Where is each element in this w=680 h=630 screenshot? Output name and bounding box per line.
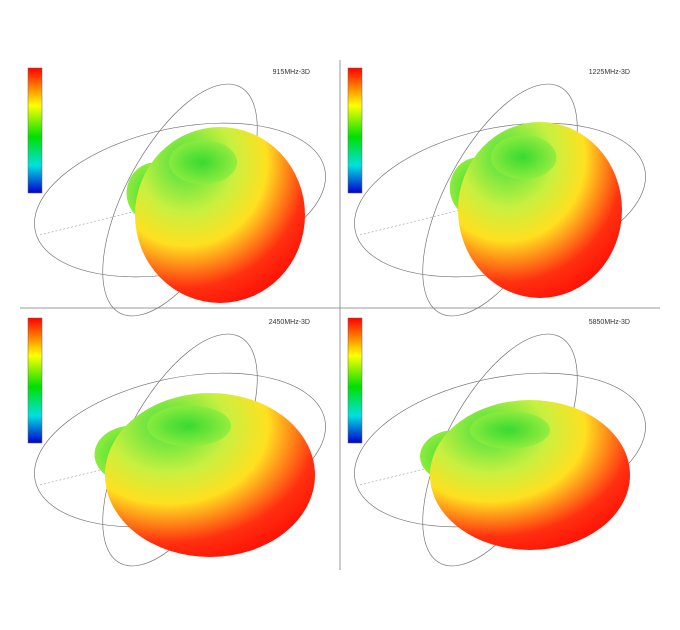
lobe-top [490, 135, 557, 180]
color-legend [347, 67, 363, 194]
color-legend [27, 317, 43, 444]
color-legend [27, 67, 43, 194]
lobe-top [147, 405, 231, 447]
panel-title: 5850MHz-3D [589, 319, 630, 326]
color-legend [347, 317, 363, 444]
pattern-panel: 5850MHz-3D [347, 317, 646, 567]
panel-title: 915MHz-3D [273, 69, 310, 76]
panel-title: 2450MHz-3D [269, 319, 310, 326]
panel-title: 1225MHz-3D [589, 69, 630, 76]
pattern-panel: 1225MHz-3D [347, 67, 646, 317]
pattern-panel: 915MHz-3D [27, 67, 326, 317]
pattern-panel: 2450MHz-3D [27, 317, 326, 567]
lobe-top [169, 140, 237, 185]
lobe-top [470, 411, 550, 449]
